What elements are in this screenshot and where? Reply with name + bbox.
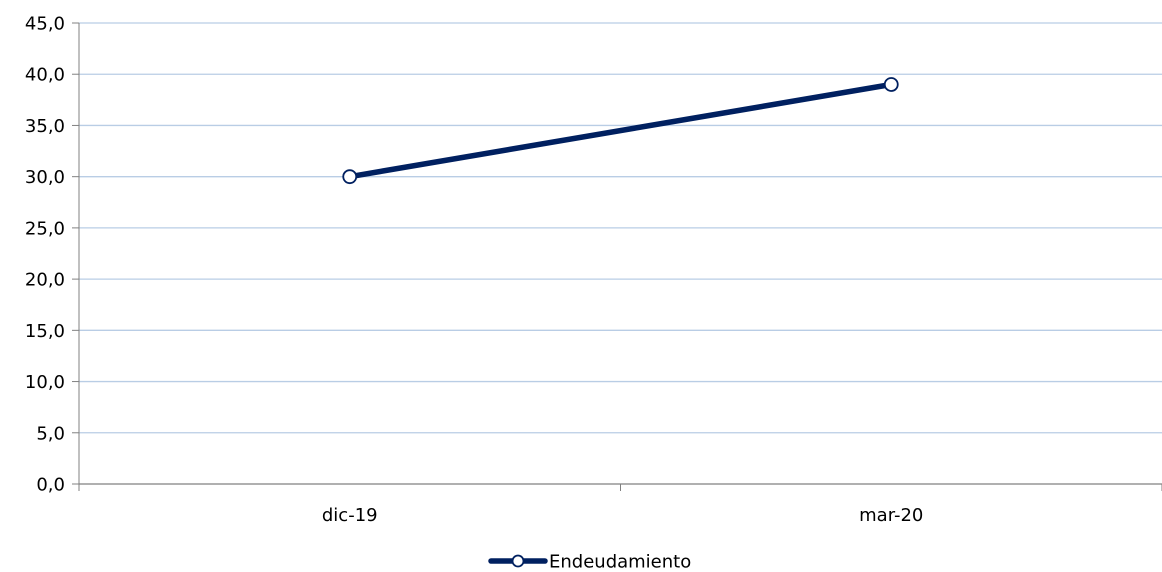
- y-tick-label: 5,0: [36, 423, 65, 444]
- x-axis-tick-labels: dic-19 mar-20: [322, 505, 923, 526]
- x-tick-label: dic-19: [322, 505, 378, 526]
- y-tick-label: 35,0: [25, 116, 65, 137]
- series: [342, 77, 899, 185]
- y-tick-label: 0,0: [36, 475, 65, 496]
- legend-series-label: Endeudamiento: [549, 552, 691, 572]
- y-tick-label: 20,0: [25, 270, 65, 291]
- y-axis-tick-labels: 0,0 5,0 10,0 15,0 20,0 25,0 30,0 35,0 40,0 45,0: [25, 14, 65, 496]
- data-point-marker: [342, 169, 358, 185]
- series-line: [347, 81, 894, 180]
- y-tick-label: 30,0: [25, 167, 65, 188]
- y-tick-label: 40,0: [25, 65, 65, 86]
- data-point-marker: [883, 77, 899, 92]
- legend-series-marker: [511, 554, 525, 568]
- grid-lines: [79, 22, 1162, 434]
- y-tick-label: 25,0: [25, 218, 65, 239]
- x-tick-label: mar-20: [859, 505, 923, 526]
- y-tick-label: 15,0: [25, 321, 65, 342]
- y-tick-label: 10,0: [25, 372, 65, 393]
- y-tick-label: 45,0: [25, 14, 65, 35]
- axes: [72, 22, 1162, 491]
- legend: Endeudamiento: [488, 552, 691, 572]
